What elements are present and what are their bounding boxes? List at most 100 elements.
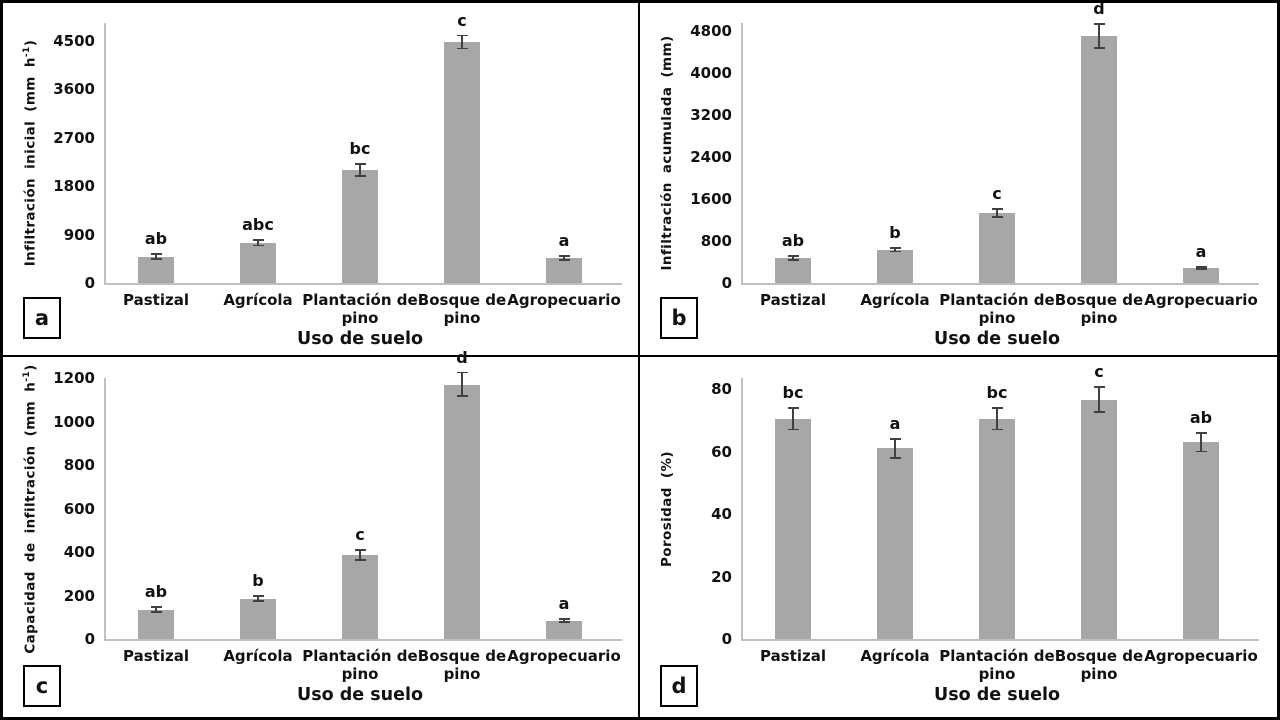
bar: [1081, 399, 1117, 639]
significance-letter: b: [889, 223, 901, 243]
significance-letter: ab: [1189, 407, 1213, 427]
x-category-label: Agrícola: [860, 291, 930, 309]
error-bar-cap-bottom: [558, 621, 570, 624]
y-axis-line: [741, 378, 743, 640]
significance-letter: bc: [782, 382, 804, 402]
error-bar-cap-top: [558, 617, 570, 620]
significance-letter: d: [456, 347, 468, 367]
error-bar: [359, 163, 361, 177]
x-category-label: Pastizal: [123, 291, 189, 309]
bar: [979, 213, 1015, 283]
y-tick-label: 1000: [53, 412, 95, 431]
error-bar-cap-bottom: [354, 559, 366, 561]
y-tick-label: 1800: [53, 177, 95, 196]
x-category-label: Plantación de pino: [939, 291, 1055, 327]
panel-letter-box: b: [660, 297, 698, 339]
significance-letter: c: [457, 10, 467, 30]
error-bar: [792, 256, 794, 261]
error-bar: [996, 209, 998, 218]
panel-b-infiltracion-acumulada: Infiltración acumulada (mm) 0 800 1600 2400 3…: [640, 3, 1277, 357]
error-bar-cap-top: [558, 254, 570, 257]
error-bar-cap-top: [787, 255, 799, 258]
error-bar-cap-top: [1093, 23, 1105, 25]
error-bar-cap-top: [889, 438, 901, 440]
error-bar-cap-bottom: [558, 259, 570, 261]
panel-d-porosidad: Porosidad (%) 0 20 40 60 80 bc Pastizal a Agrícol…: [640, 357, 1277, 717]
bar: [877, 249, 913, 283]
error-bar-cap-bottom: [150, 611, 162, 614]
x-category-label: Agrícola: [223, 291, 293, 309]
y-tick-label: 800: [63, 456, 95, 474]
panel-letter-box: c: [23, 665, 61, 707]
panel-c-capacidad-infiltracion: Capacidad de infiltración (mm h-1) 0 200 40…: [3, 348, 640, 717]
error-bar-cap-bottom: [889, 250, 901, 253]
error-bar: [894, 439, 896, 458]
bar: [775, 258, 811, 283]
panel-a-infiltracion-inicial: Infiltración inicial (mm h-1) 0 900 1800 270…: [3, 3, 640, 357]
y-tick-label: 40: [711, 505, 732, 523]
bar: [877, 448, 913, 639]
error-bar-cap-top: [991, 406, 1003, 409]
bar: [1183, 442, 1219, 639]
error-bar-cap-bottom: [991, 216, 1003, 218]
error-bar: [1098, 24, 1100, 49]
significance-letter: ab: [144, 582, 168, 602]
error-bar-cap-bottom: [1195, 267, 1207, 270]
bar: [546, 620, 582, 639]
error-bar: [257, 239, 259, 246]
error-bar: [792, 407, 794, 430]
significance-letter: c: [1094, 362, 1104, 382]
y-tick-label: 3200: [690, 106, 732, 124]
y-tick-label: 3600: [53, 80, 95, 99]
error-bar-cap-top: [456, 371, 468, 374]
error-bar-cap-bottom: [252, 600, 264, 603]
y-tick-label: 4000: [690, 64, 732, 82]
error-bar-cap-bottom: [456, 395, 468, 398]
error-bar-cap-top: [252, 238, 264, 241]
bar: [444, 42, 480, 283]
y-tick-label: 20: [711, 567, 732, 586]
x-axis-line: [741, 639, 1259, 641]
x-category-label: Bosque de pino: [417, 647, 507, 683]
error-bar: [359, 550, 361, 561]
error-bar: [563, 255, 565, 261]
error-bar-cap-top: [354, 162, 366, 165]
y-tick-label: 4500: [53, 32, 95, 50]
error-bar-cap-bottom: [1093, 411, 1105, 414]
error-bar-cap-top: [787, 406, 799, 409]
error-bar-cap-top: [991, 208, 1003, 211]
error-bar: [563, 618, 565, 623]
x-axis-title: Uso de suelo: [934, 685, 1060, 705]
y-tick-label: 0: [84, 630, 95, 648]
bar: [138, 609, 174, 639]
significance-letter: abc: [242, 214, 274, 234]
x-category-label: Agrícola: [223, 647, 293, 665]
x-axis-title: Uso de suelo: [934, 329, 1060, 349]
x-axis-line: [104, 283, 622, 285]
bar: [138, 256, 174, 283]
x-category-label: Plantación de pino: [302, 291, 418, 327]
error-bar-cap-bottom: [456, 47, 468, 50]
y-tick-label: 60: [711, 442, 732, 461]
y-tick-label: 400: [63, 543, 95, 561]
y-tick-label: 2700: [53, 128, 95, 147]
y-tick-label: 80: [711, 380, 732, 398]
panel-letter-box: a: [23, 297, 61, 339]
x-axis-title: Uso de suelo: [297, 685, 423, 705]
y-tick-label: 4800: [690, 22, 732, 40]
y-tick-label: 0: [721, 274, 732, 292]
x-category-label: Pastizal: [760, 291, 826, 309]
y-tick-label: 200: [63, 586, 95, 605]
significance-letter: b: [252, 571, 264, 591]
error-bar-cap-bottom: [1195, 450, 1207, 453]
error-bar-cap-bottom: [991, 428, 1003, 431]
error-bar-cap-top: [252, 595, 264, 597]
error-bar-cap-bottom: [787, 259, 799, 261]
significance-letter: ab: [144, 229, 168, 249]
x-category-label: Agropecuario: [507, 291, 621, 309]
error-bar-cap-bottom: [889, 456, 901, 459]
error-bar: [461, 35, 463, 49]
significance-letter: ab: [781, 231, 805, 251]
error-bar: [155, 254, 157, 260]
